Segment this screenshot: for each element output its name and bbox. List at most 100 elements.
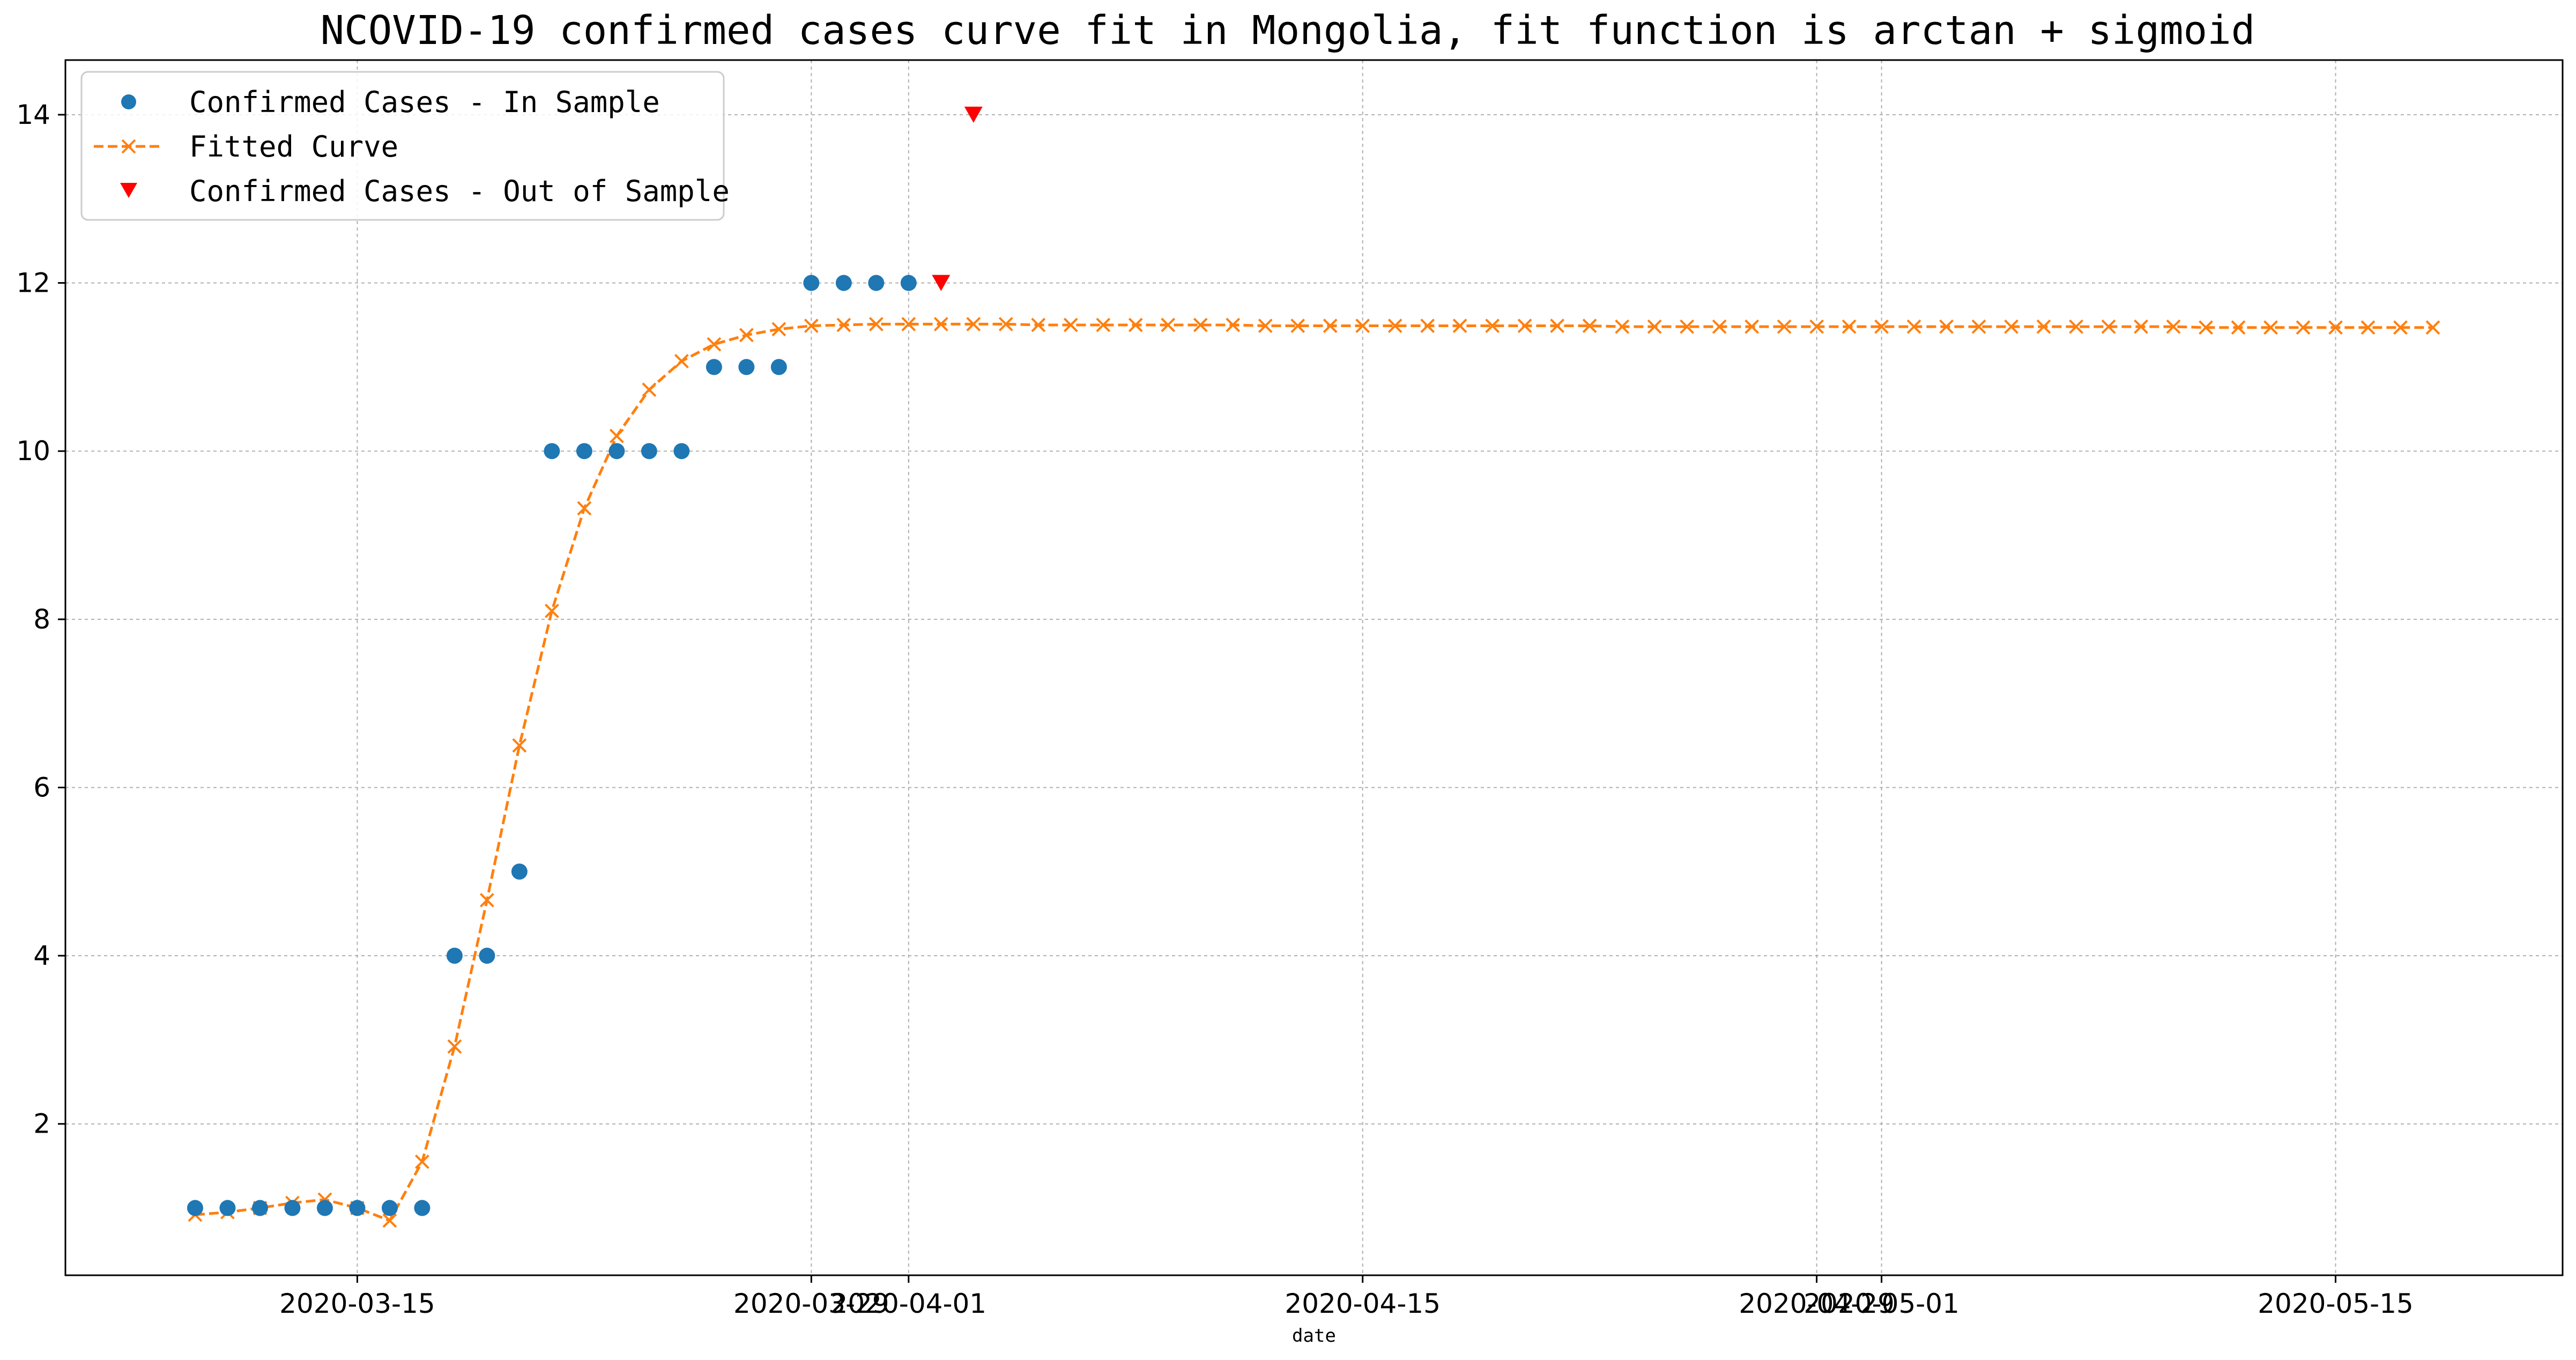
y-tick-label: 4	[33, 940, 50, 971]
legend-fitted-marker	[121, 139, 136, 154]
y-tick-label: 10	[16, 435, 50, 467]
fitted-curve-point	[2425, 320, 2440, 335]
x-tick-label: 2020-05-01	[1803, 1288, 1959, 1319]
fitted-curve-point	[1842, 319, 1857, 334]
in-sample-point	[414, 1200, 430, 1216]
fitted-curve-point	[1290, 319, 1305, 333]
fitted-curve-point	[609, 428, 624, 444]
in-sample-point	[706, 359, 722, 375]
fitted-curve-point	[1809, 319, 1824, 334]
legend-in-sample-label: Confirmed Cases - In Sample	[189, 85, 660, 119]
x-tick-label: 2020-04-01	[831, 1288, 987, 1319]
fitted-curve-line	[195, 322, 2433, 1223]
fitted-curve-point	[2069, 319, 2084, 334]
grid	[65, 60, 2563, 1275]
fitted-curve-point	[933, 316, 948, 331]
fitted-curve-point	[2166, 319, 2181, 334]
fitted-curve-point	[2134, 319, 2148, 334]
y-tick-label: 14	[16, 99, 50, 130]
fitted-curve-point	[836, 317, 851, 332]
x-tick-label: 2020-03-15	[279, 1288, 435, 1319]
fitted-curve-point	[1063, 317, 1078, 332]
fitted-curve-point	[868, 316, 884, 331]
x-axis-label: date	[1292, 1325, 1336, 1347]
out-of-sample-point	[932, 275, 951, 291]
x-tick-label: 2020-04-29	[1739, 1288, 1895, 1319]
fitted-curve-point	[415, 1154, 429, 1169]
fitted-curve-point	[382, 1213, 397, 1228]
fitted-curve-point	[1971, 319, 1986, 334]
fitted-curve-point	[739, 328, 754, 343]
fitted-curve-point	[1517, 319, 1532, 333]
in-sample-point	[608, 443, 625, 460]
in-sample-point	[868, 275, 885, 291]
fitted-curve-point	[642, 382, 657, 397]
fitted-curve-point	[1323, 319, 1338, 333]
in-sample-point	[316, 1200, 333, 1216]
fitted-curve-point	[2036, 319, 2051, 334]
fitted-curve-point	[1582, 319, 1597, 333]
legend-in-sample-marker	[121, 94, 136, 109]
fitted-curve-point	[1452, 319, 1467, 333]
fitted-curve-point	[544, 603, 559, 618]
fitted-curve-point	[771, 322, 786, 337]
fitted-curve-point	[2199, 320, 2213, 335]
y-tick-label: 6	[33, 772, 50, 803]
fitted-curve-point	[2004, 319, 2019, 334]
legend-fitted-label: Fitted Curve	[189, 130, 398, 164]
in-sample-point	[219, 1200, 236, 1216]
fitted-curve-point	[1615, 319, 1630, 334]
plot-frame	[64, 59, 2564, 1276]
in-sample-point	[511, 863, 528, 880]
fitted-curve-point	[2360, 320, 2375, 335]
fitted-curve-point	[1906, 319, 1921, 334]
in-sample-point	[900, 275, 917, 291]
fitted-curve	[195, 322, 2433, 1223]
fitted-curve-point	[2328, 320, 2343, 335]
x-tick-label: 2020-04-15	[1285, 1288, 1441, 1319]
legend-out-sample-label: Confirmed Cases - Out of Sample	[189, 174, 730, 208]
fitted-curve-point	[480, 893, 494, 908]
fitted-curve-point	[1193, 317, 1208, 332]
in-sample-point	[576, 443, 592, 460]
fitted-curve-point	[1647, 319, 1662, 334]
fitted-curve-point	[577, 501, 592, 516]
fitted-curve-point	[1777, 319, 1792, 334]
fitted-curve-point	[804, 319, 819, 333]
chart-title: NCOVID-19 confirmed cases curve fit in M…	[321, 8, 2255, 54]
fitted-curve-point	[1096, 317, 1111, 332]
in-sample-point	[381, 1200, 398, 1216]
legend-out-sample-marker	[120, 183, 137, 198]
fitted-curve-point	[2296, 320, 2311, 335]
fitted-curve-point	[1680, 319, 1695, 334]
fitted-curve-point	[1031, 317, 1046, 332]
in-sample-point	[251, 1200, 268, 1216]
in-sample-point	[349, 1200, 366, 1216]
fitted-curve-point	[901, 316, 916, 331]
fitted-curve-point	[1939, 319, 1954, 334]
x-tick-label: 2020-05-15	[2258, 1288, 2414, 1319]
fitted-curve-point	[1420, 319, 1435, 333]
fitted-curve-point	[1712, 319, 1727, 334]
fitted-curve-point	[1258, 319, 1273, 333]
legend-box	[80, 71, 725, 221]
fitted-curve-point	[1744, 319, 1760, 334]
fitted-curve-point	[447, 1039, 462, 1054]
fitted-curve-point	[966, 316, 981, 331]
y-tick-label: 2	[33, 1108, 50, 1140]
fitted-curve-point	[1355, 319, 1370, 333]
fitted-curve-point	[1161, 317, 1176, 332]
fitted-curve-point	[2393, 320, 2408, 335]
fitted-curve-point	[1485, 319, 1500, 333]
x-tick-label: 2020-03-29	[733, 1288, 889, 1319]
fitted-curve-point	[2263, 320, 2278, 335]
fitted-curve-point	[2101, 319, 2116, 334]
fitted-curve-point	[1550, 319, 1565, 333]
in-sample-point	[835, 275, 852, 291]
fitted-curve-point	[2231, 320, 2246, 335]
in-sample-point	[284, 1200, 301, 1216]
in-sample-point	[187, 1200, 203, 1216]
fitted-curve-point	[998, 316, 1013, 331]
